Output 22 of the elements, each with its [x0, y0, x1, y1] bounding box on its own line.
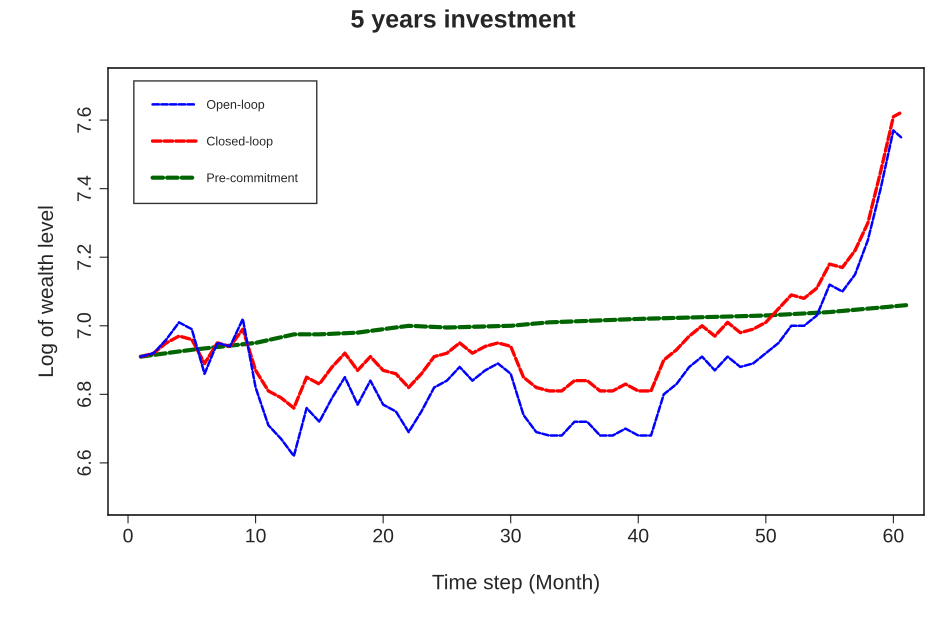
- y-tick-label: 7.2: [77, 244, 91, 270]
- y-tick-label: 6.6: [77, 450, 91, 476]
- x-tick-label: 50: [756, 528, 776, 542]
- legend-label: Closed-loop: [206, 136, 273, 148]
- y-axis-title: Log of wealth level: [38, 206, 58, 376]
- x-tick-label: 60: [884, 528, 904, 542]
- x-tick-label: 40: [628, 528, 648, 542]
- legend-label: Open-loop: [206, 100, 264, 112]
- line-series: [139, 112, 902, 410]
- y-tick-label: 7.6: [77, 107, 91, 133]
- legend-label: Pre-commitment: [207, 173, 298, 182]
- x-tick-label: 0: [123, 528, 133, 542]
- line-series: [138, 303, 908, 359]
- x-axis-title: Time step (Month): [432, 574, 599, 594]
- line-series: [140, 129, 902, 458]
- x-tick-label: 20: [373, 528, 394, 542]
- x-tick-label: 30: [500, 528, 521, 542]
- y-tick-label: 7.4: [77, 176, 91, 202]
- chart-title: 5 years investment: [351, 9, 576, 33]
- x-tick-label: 10: [246, 528, 266, 542]
- y-tick-label: 6.8: [77, 382, 91, 407]
- y-tick-label: 7.0: [77, 313, 91, 338]
